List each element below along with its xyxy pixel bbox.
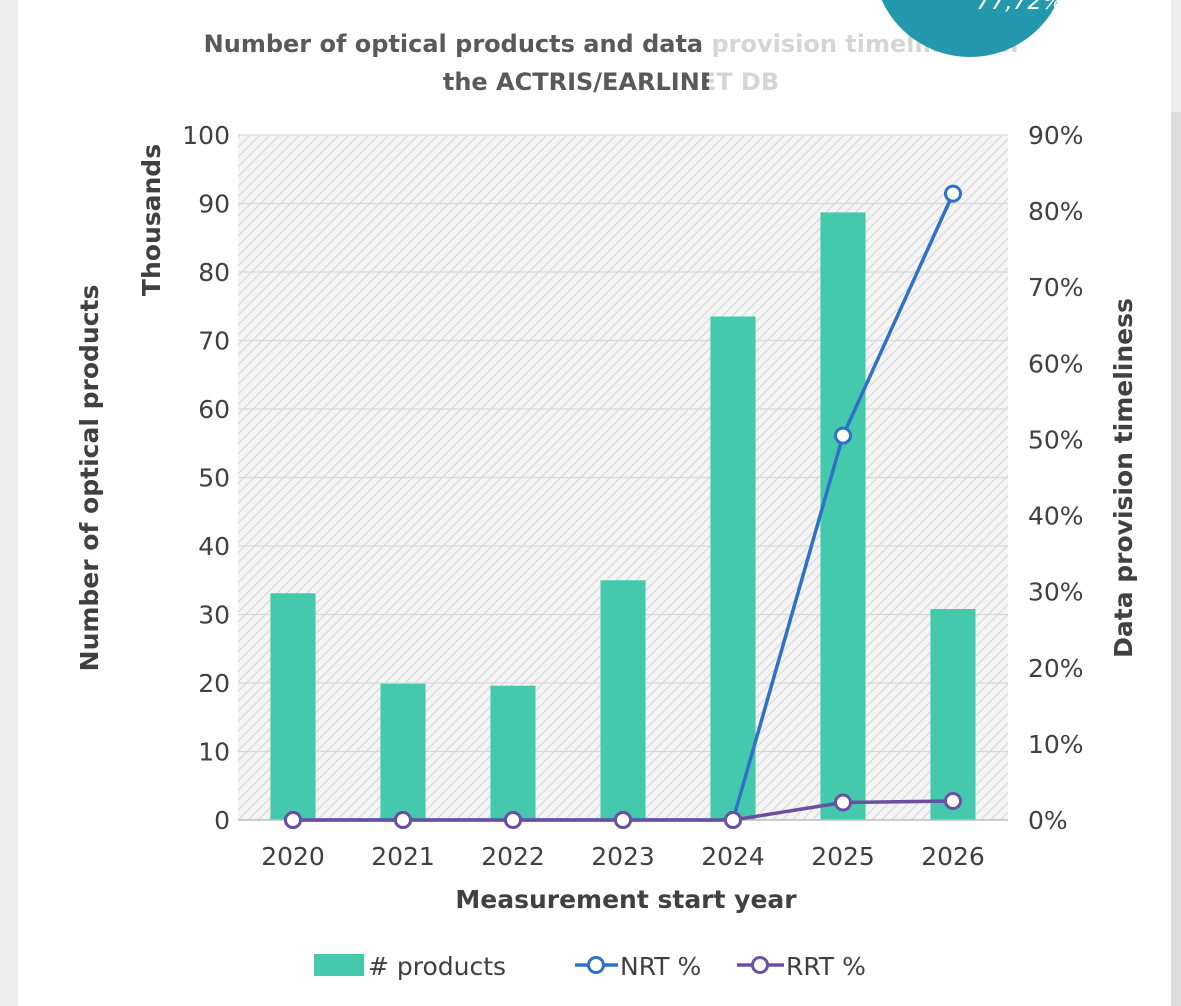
grid — [238, 134, 1008, 821]
y-right-tick-label: 0% — [1028, 806, 1068, 835]
bar-2024 — [710, 316, 756, 820]
y-left-tick-label: 20 — [198, 669, 230, 698]
bar-2025 — [820, 212, 866, 820]
point-rrt-2021 — [394, 811, 412, 829]
y-right-tick-label: 10% — [1028, 730, 1084, 759]
chart-card: 0 10 20 30 40 50 60 70 80 90 100 0% 10% 20% 30% 40% 50%… — [18, 0, 1171, 1006]
y-right-tick-label: 80% — [1028, 197, 1084, 226]
y-left-axis-title: Number of optical products — [75, 285, 104, 672]
legend-marker-rrt — [751, 956, 769, 974]
point-nrt-2026 — [944, 184, 962, 203]
badge-circle — [881, 0, 1059, 57]
chart: 0 10 20 30 40 50 60 70 80 90 100 0% 10% 20% 30% 40% 50%… — [75, 0, 1171, 981]
series-lines — [284, 184, 962, 829]
y-right-tick-label: 90% — [1028, 121, 1084, 150]
bars — [270, 212, 976, 820]
bar-2021 — [380, 683, 426, 820]
bar-2022 — [490, 685, 536, 820]
point-rrt-2026 — [944, 791, 962, 810]
y-left-tick-label: 60 — [198, 395, 230, 424]
y-left-ticks: 0 10 20 30 40 50 60 70 80 90 100 — [182, 121, 230, 835]
y-right-ticks: 0% 10% 20% 30% 40% 50% 60% 70% 80% 90% — [1028, 121, 1084, 835]
legend-label-rrt: RRT % — [786, 952, 866, 981]
bar-2023 — [600, 580, 646, 820]
y-left-tick-label: 100 — [182, 121, 230, 150]
point-rrt-2023 — [614, 811, 632, 829]
y-right-axis-title: Data provision timeliness — [1109, 298, 1138, 658]
point-rrt-2022 — [504, 811, 522, 829]
point-rrt-2020 — [284, 811, 302, 829]
bar-2020 — [270, 593, 316, 820]
y-left-tick-label: 0 — [214, 806, 230, 835]
legend-marker-nrt — [587, 956, 605, 974]
y-right-tick-label: 20% — [1028, 654, 1084, 683]
y-left-tick-label: 90 — [198, 190, 230, 219]
legend-label-products: # products — [368, 952, 506, 981]
y-left-units-label: Thousands — [137, 144, 166, 296]
y-left-tick-label: 30 — [198, 601, 230, 630]
y-right-tick-label: 40% — [1028, 502, 1084, 531]
point-rrt-2024 — [724, 811, 742, 829]
y-left-tick-label: 80 — [198, 258, 230, 287]
x-tick-label: 2020 — [261, 842, 325, 871]
x-tick-label: 2024 — [701, 842, 765, 871]
x-tick-label: 2023 — [591, 842, 655, 871]
overlay-badge: 77,72% — [881, 0, 1064, 57]
y-right-tick-label: 70% — [1028, 273, 1084, 302]
y-right-tick-label: 60% — [1028, 349, 1084, 378]
x-tick-label: 2021 — [371, 842, 435, 871]
legend: # products NRT % RRT % — [314, 952, 866, 981]
x-ticks: 2020 2021 2022 2023 2024 2025 2026 — [261, 842, 985, 871]
y-left-tick-label: 70 — [198, 327, 230, 356]
x-tick-label: 2022 — [481, 842, 545, 871]
y-left-tick-label: 10 — [198, 738, 230, 767]
legend-label-nrt: NRT % — [620, 952, 701, 981]
x-tick-label: 2026 — [921, 842, 985, 871]
point-rrt-2025 — [834, 793, 852, 812]
x-tick-label: 2025 — [811, 842, 875, 871]
x-axis-title: Measurement start year — [455, 885, 797, 914]
point-nrt-2025 — [834, 426, 852, 445]
y-left-tick-label: 50 — [198, 464, 230, 493]
badge-value: 77,72% — [976, 0, 1064, 15]
bar-2026 — [930, 609, 976, 820]
y-left-tick-label: 40 — [198, 532, 230, 561]
legend-swatch-products — [314, 954, 364, 976]
y-right-tick-label: 50% — [1028, 425, 1084, 454]
y-right-tick-label: 30% — [1028, 578, 1084, 607]
